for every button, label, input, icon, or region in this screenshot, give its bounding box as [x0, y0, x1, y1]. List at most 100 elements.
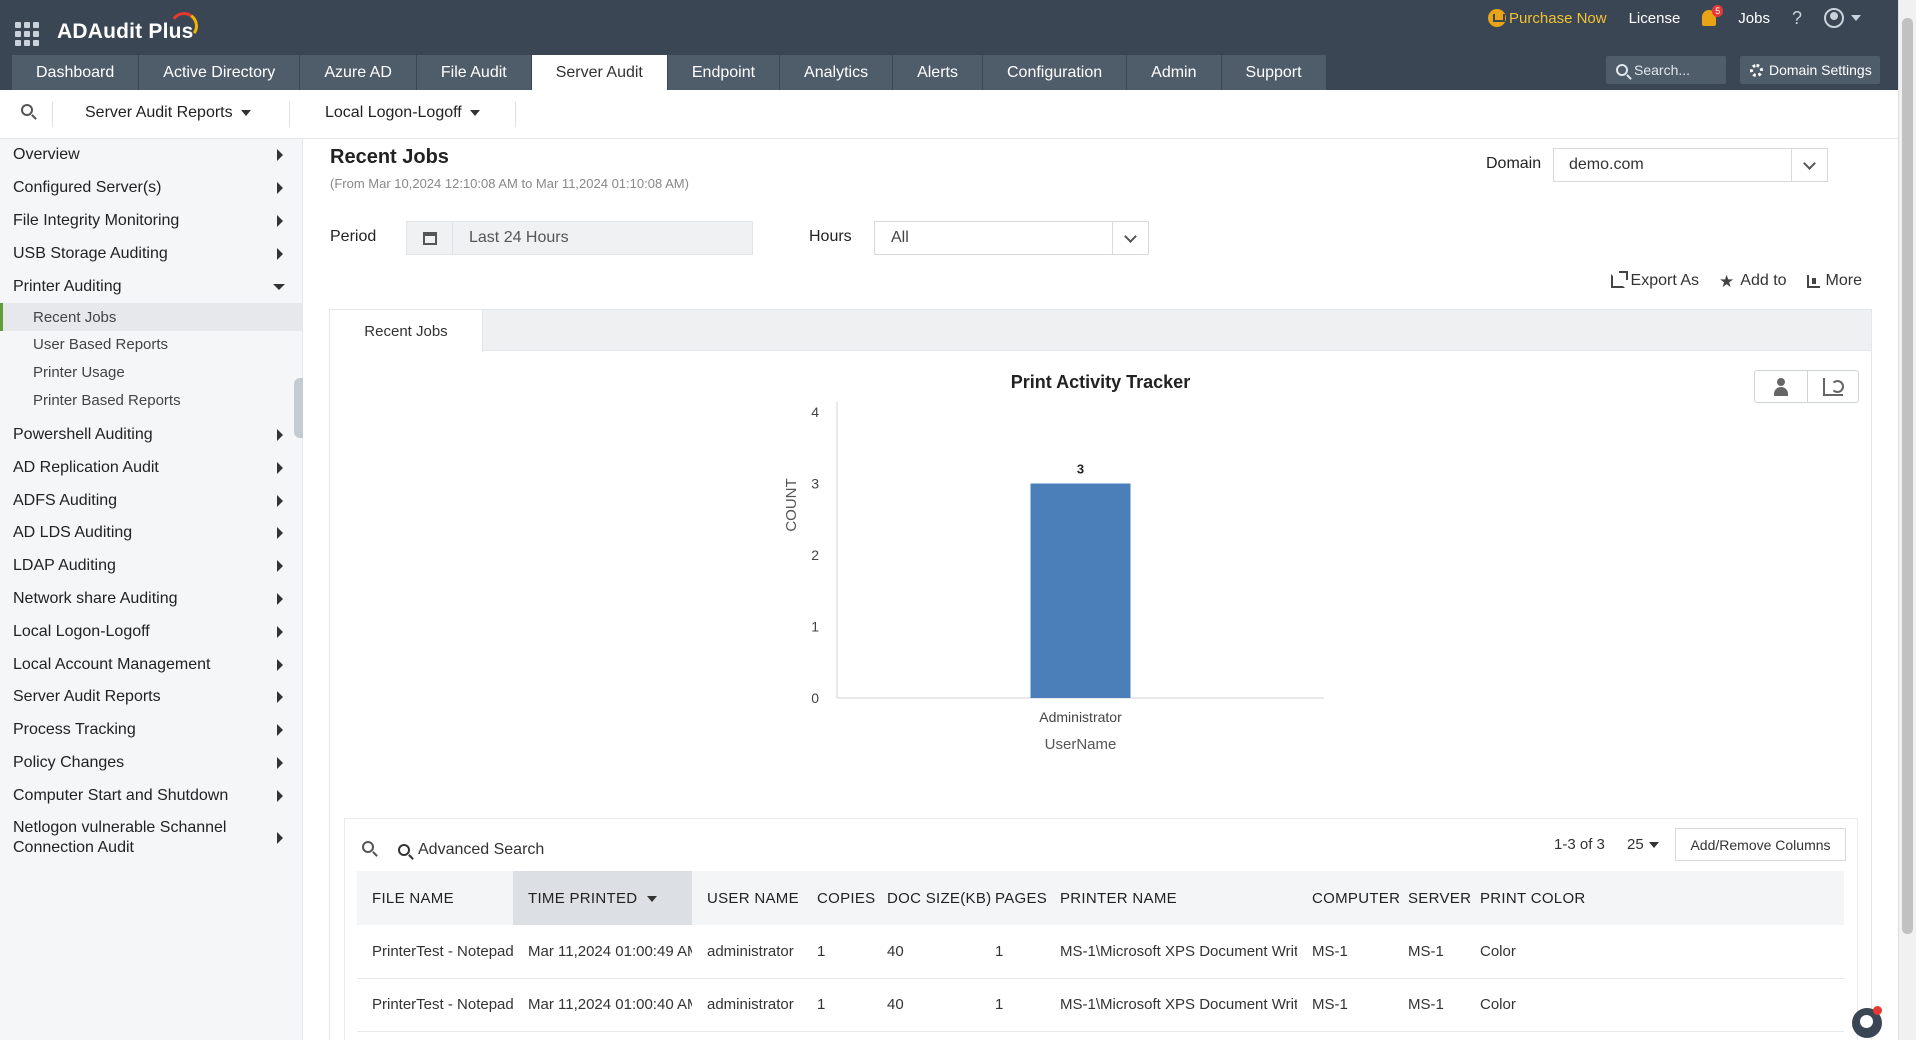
column-header-file-name[interactable]: FILE NAME — [357, 871, 513, 925]
license-link[interactable]: License — [1628, 9, 1681, 27]
table-row[interactable]: PrinterTest - Notepad Mar 11,2024 01:00:4… — [357, 925, 1844, 979]
search-icon — [1616, 64, 1628, 76]
sidebar-item-network-share-auditing[interactable]: Network share Auditing — [0, 583, 303, 616]
sidebar-item-local-logon-logoff[interactable]: Local Logon-Logoff — [0, 616, 303, 649]
panel-tabbar: Recent Jobs — [330, 310, 1871, 352]
notifications-button[interactable]: 5 — [1691, 5, 1727, 26]
cell-server: MS-1 — [1393, 925, 1465, 979]
hours-select[interactable]: All — [874, 221, 1149, 255]
sidebar-item-overview[interactable]: Overview — [0, 139, 303, 172]
sidebar-item-ad-replication-audit[interactable]: AD Replication Audit — [0, 452, 303, 485]
column-header-pages[interactable]: PAGES — [980, 871, 1047, 925]
sidebar-item-ad-lds-auditing[interactable]: AD LDS Auditing — [0, 517, 303, 550]
chart-view-toggle — [1754, 370, 1859, 403]
sidebar-item-local-account-management[interactable]: Local Account Management — [0, 648, 303, 681]
sidebar-item-process-tracking[interactable]: Process Tracking — [0, 714, 303, 747]
page-scrollbar[interactable] — [1898, 0, 1916, 1040]
user-avatar-icon — [1824, 8, 1844, 28]
global-search-input[interactable]: Search... — [1606, 56, 1726, 84]
more-button[interactable]: More — [1806, 272, 1862, 290]
sidebar-item-netlogon-vulnerable-schannel-connection-audit[interactable]: Netlogon vulnerable Schannel Connection … — [0, 812, 303, 864]
sidebar-item-label: Netlogon vulnerable Schannel Connection … — [13, 819, 227, 857]
tab-dashboard[interactable]: Dashboard — [12, 55, 139, 90]
column-header-doc-size-kb[interactable]: DOC SIZE(KB) — [872, 871, 991, 925]
top-links: Purchase Now License 5 Jobs ? — [1477, 5, 1872, 30]
app-grid-icon[interactable] — [15, 22, 39, 46]
sidebar-item-configured-server-s[interactable]: Configured Server(s) — [0, 172, 303, 205]
sidebar-collapse-handle[interactable] — [294, 378, 303, 438]
sidebar-item-computer-start-and-shutdown[interactable]: Computer Start and Shutdown — [0, 780, 303, 813]
tab-configuration[interactable]: Configuration — [982, 55, 1127, 90]
column-header-user-name[interactable]: USER NAME — [692, 871, 802, 925]
add-to-button[interactable]: ★ Add to — [1719, 272, 1787, 290]
tab-file-audit[interactable]: File Audit — [416, 55, 531, 90]
sidebar-item-adfs-auditing[interactable]: ADFS Auditing — [0, 484, 303, 517]
tab-admin[interactable]: Admin — [1127, 55, 1221, 90]
sidebar-item-powershell-auditing[interactable]: Powershell Auditing — [0, 419, 303, 452]
sidebar-item-label: Powershell Auditing — [13, 426, 153, 444]
advanced-search-button[interactable]: Advanced Search — [398, 841, 544, 859]
caret-right-icon — [277, 789, 283, 802]
hours-dropdown-button[interactable] — [1112, 222, 1148, 254]
tab-server-audit[interactable]: Server Audit — [531, 55, 667, 90]
column-header-server[interactable]: SERVER — [1393, 871, 1471, 925]
column-header-print-color[interactable]: PRINT COLOR — [1465, 871, 1844, 925]
table-search-icon[interactable] — [362, 841, 374, 853]
tab-recent-jobs[interactable]: Recent Jobs — [330, 310, 483, 352]
tab-analytics[interactable]: Analytics — [780, 55, 893, 90]
column-header-printer-name[interactable]: PRINTER NAME — [1045, 871, 1297, 925]
sidebar-item-ldap-auditing[interactable]: LDAP Auditing — [0, 550, 303, 583]
add-remove-columns-button[interactable]: Add/Remove Columns — [1675, 828, 1846, 861]
tab-alerts[interactable]: Alerts — [893, 55, 982, 90]
sidebar-subitem-recent-jobs[interactable]: Recent Jobs — [0, 303, 303, 331]
report-search-icon[interactable] — [21, 104, 33, 116]
sidebar-item-label: USB Storage Auditing — [13, 244, 168, 262]
export-as-button[interactable]: Export As — [1610, 271, 1699, 290]
cell-user-name: administrator — [692, 925, 802, 979]
tab-azure-ad[interactable]: Azure AD — [300, 55, 416, 90]
sidebar-item-label: AD Replication Audit — [13, 458, 159, 476]
sidebar-item-usb-storage-auditing[interactable]: USB Storage Auditing — [0, 237, 303, 270]
sidebar-item-server-audit-reports[interactable]: Server Audit Reports — [0, 681, 303, 714]
app-logo[interactable]: ADAudit Plus — [57, 20, 194, 43]
user-menu[interactable] — [1813, 8, 1872, 28]
divider — [289, 102, 290, 127]
y-tick-label: 2 — [811, 547, 819, 563]
domain-dropdown-button[interactable] — [1791, 149, 1827, 181]
scrollbar-thumb[interactable] — [1902, 18, 1913, 934]
sidebar-item-policy-changes[interactable]: Policy Changes — [0, 747, 303, 780]
column-header-time-printed[interactable]: TIME PRINTED — [513, 871, 692, 925]
period-label: Period — [330, 228, 377, 245]
table-row[interactable]: PrinterTest - Notepad Mar 11,2024 01:00:4… — [357, 978, 1844, 1032]
caret-down-icon — [273, 283, 285, 290]
purchase-now-link[interactable]: Purchase Now — [1477, 9, 1618, 27]
jobs-link[interactable]: Jobs — [1738, 9, 1770, 27]
local-logon-logoff-dropdown[interactable]: Local Logon-Logoff — [325, 104, 480, 122]
period-picker[interactable]: Last 24 Hours — [406, 221, 753, 255]
cell-server: MS-1 — [1393, 978, 1465, 1032]
cell-user-name: administrator — [692, 978, 802, 1032]
sidebar-item-file-integrity-monitoring[interactable]: File Integrity Monitoring — [0, 205, 303, 238]
column-header-label: PRINTER NAME — [1060, 889, 1177, 907]
page-size-select[interactable]: 25 — [1627, 836, 1659, 853]
sidebar-subitem-printer-based-reports[interactable]: Printer Based Reports — [0, 387, 303, 415]
caret-right-icon — [277, 560, 283, 573]
main-tabs: Dashboard Active Directory Azure AD File Au… — [12, 55, 1327, 90]
user-view-button[interactable] — [1755, 371, 1807, 402]
chart-type-button[interactable] — [1806, 371, 1859, 402]
domain-select[interactable]: demo.com — [1553, 148, 1828, 182]
calendar-button[interactable] — [407, 222, 453, 254]
tab-active-directory[interactable]: Active Directory — [139, 55, 300, 90]
server-audit-reports-dropdown[interactable]: Server Audit Reports — [85, 104, 251, 122]
y-tick-label: 4 — [811, 404, 819, 420]
sidebar-item-printer-auditing[interactable]: Printer Auditing — [0, 270, 303, 303]
tab-endpoint[interactable]: Endpoint — [667, 55, 780, 90]
column-header-computer[interactable]: COMPUTER — [1297, 871, 1400, 925]
column-header-copies[interactable]: COPIES — [802, 871, 875, 925]
help-icon[interactable]: ? — [1791, 7, 1802, 28]
caret-right-icon — [277, 832, 283, 845]
tab-support[interactable]: Support — [1221, 55, 1326, 90]
sidebar-subitem-printer-usage[interactable]: Printer Usage — [0, 359, 303, 387]
sidebar-subitem-user-based-reports[interactable]: User Based Reports — [0, 331, 303, 359]
domain-settings-button[interactable]: Domain Settings — [1740, 56, 1880, 84]
